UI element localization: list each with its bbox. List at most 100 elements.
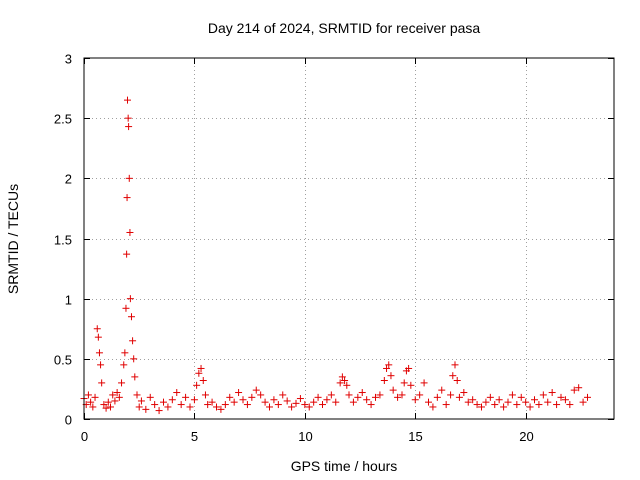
data-point: [186, 403, 194, 411]
data-point: [327, 391, 335, 399]
data-point: [358, 389, 366, 397]
data-point: [513, 401, 521, 409]
data-point: [100, 401, 108, 409]
data-point: [89, 403, 97, 411]
data-point: [177, 401, 185, 409]
data-point: [288, 403, 296, 411]
data-point: [118, 379, 126, 387]
data-point: [98, 379, 106, 387]
data-point: [394, 393, 402, 401]
data-point: [125, 123, 133, 131]
data-point: [226, 393, 234, 401]
data-point: [95, 349, 103, 357]
y-tick-label: 2.5: [54, 112, 72, 127]
data-point: [332, 398, 340, 406]
data-point: [115, 393, 123, 401]
data-point: [261, 398, 269, 406]
data-point: [548, 389, 556, 397]
data-point: [305, 403, 313, 411]
data-point: [451, 361, 459, 369]
data-point: [504, 398, 512, 406]
data-point: [97, 361, 105, 369]
data-point: [126, 228, 134, 236]
data-point: [129, 337, 137, 345]
axis-tick-labels: 0 5 10 15 20 0 0.5 1 1.5 2 2.5 3: [54, 52, 534, 445]
data-point: [91, 393, 99, 401]
data-point: [182, 393, 190, 401]
data-point: [500, 403, 508, 411]
data-point: [539, 391, 547, 399]
data-point: [243, 401, 251, 409]
data-point: [522, 398, 530, 406]
data-point: [526, 403, 534, 411]
data-point: [310, 398, 318, 406]
x-tick-label: 5: [191, 429, 198, 444]
data-point: [314, 393, 322, 401]
data-point: [208, 398, 216, 406]
x-axis-label: GPS time / hours: [291, 458, 398, 474]
data-point: [383, 364, 391, 372]
data-point: [508, 391, 516, 399]
data-point: [579, 398, 587, 406]
data-point: [266, 403, 273, 411]
data-point: [407, 381, 415, 389]
data-point: [135, 403, 143, 411]
data-point: [491, 401, 499, 409]
data-point: [94, 333, 102, 341]
data-point: [168, 396, 176, 404]
chart-title: Day 214 of 2024, SRMTID for receiver pas…: [208, 20, 481, 36]
data-point: [127, 313, 135, 321]
data-point: [296, 395, 304, 403]
data-point: [495, 396, 503, 404]
data-point: [120, 361, 128, 369]
data-point: [87, 398, 95, 406]
x-tick-label: 15: [408, 429, 422, 444]
data-point: [338, 373, 346, 381]
data-point: [486, 393, 494, 401]
axis-ticks: [84, 58, 614, 420]
data-point: [197, 364, 205, 372]
data-point: [292, 399, 300, 407]
data-point: [345, 391, 353, 399]
data-points: [80, 96, 591, 415]
data-point: [221, 401, 229, 409]
data-point: [367, 401, 375, 409]
data-point: [142, 405, 150, 413]
data-point: [107, 403, 114, 411]
data-point: [398, 391, 406, 399]
data-point: [164, 403, 172, 411]
data-point: [411, 396, 419, 404]
data-point: [341, 376, 349, 384]
grid-lines: [84, 58, 614, 419]
data-point: [111, 397, 119, 405]
data-point: [380, 376, 388, 384]
data-point: [235, 389, 243, 397]
data-point: [123, 250, 131, 258]
data-point: [482, 398, 490, 406]
data-point: [478, 403, 485, 411]
data-point: [570, 386, 578, 394]
data-point: [387, 372, 395, 380]
data-point: [104, 398, 112, 406]
y-tick-label: 1.5: [54, 233, 72, 248]
data-point: [557, 393, 565, 401]
y-tick-label: 0.5: [54, 353, 72, 368]
data-point: [376, 391, 384, 399]
data-point: [137, 397, 145, 405]
data-point: [257, 391, 265, 399]
data-point: [584, 393, 591, 401]
data-point: [84, 391, 92, 399]
data-point: [270, 396, 278, 404]
data-point: [113, 389, 121, 397]
data-point: [102, 404, 110, 412]
data-point: [151, 401, 159, 409]
data-point: [561, 396, 569, 404]
data-point: [453, 376, 461, 384]
data-point: [531, 396, 538, 404]
data-point: [121, 349, 129, 357]
data-point: [279, 391, 287, 399]
data-point: [535, 401, 543, 409]
data-point: [146, 393, 154, 401]
data-point: [566, 401, 574, 409]
